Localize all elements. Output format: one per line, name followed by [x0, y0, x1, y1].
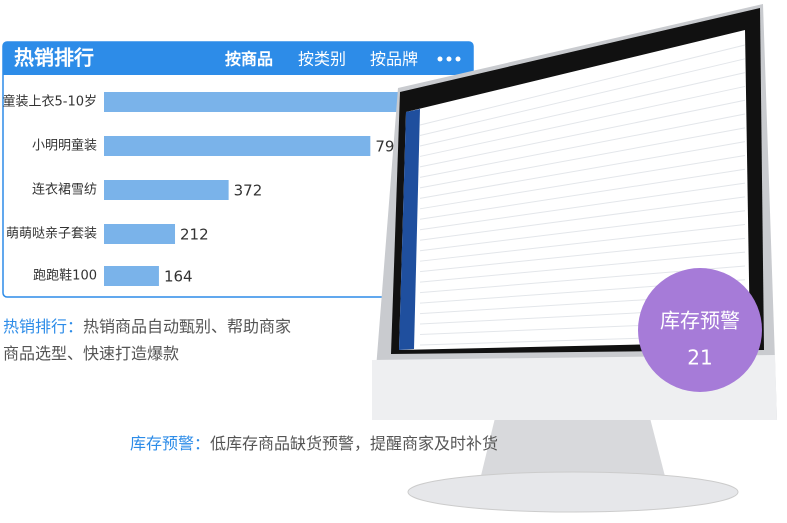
screen-row: [419, 196, 746, 241]
bar: [104, 92, 425, 112]
screen-row: [419, 154, 746, 210]
bar: [104, 224, 176, 244]
screen-row: [419, 127, 746, 189]
value-label: 164: [164, 268, 193, 286]
screen-row: [419, 85, 746, 157]
screen-row: [419, 251, 746, 283]
badge-label: 库存预警: [660, 309, 740, 333]
screen-row: [419, 44, 746, 126]
screen-row: [419, 237, 746, 273]
caption-text: 低库存商品缺货预警，提醒商家及时补货: [210, 434, 499, 453]
screen-row: [419, 182, 746, 231]
caption-text: 热销商品自动甄别、帮助商家商品选型、快速打造爆款: [3, 317, 292, 363]
screen-row: [419, 168, 746, 220]
value-label: 372: [234, 182, 263, 200]
screen-row: [419, 141, 746, 199]
monitor: [372, 4, 777, 513]
screen-row: [419, 113, 746, 178]
caption-label: 库存预警：: [130, 434, 211, 453]
tab[interactable]: 按商品: [225, 50, 273, 69]
screen-row: [419, 224, 746, 262]
stand: [478, 418, 668, 488]
screen-row: [419, 72, 746, 147]
badge: [638, 268, 762, 392]
more-icon[interactable]: [437, 56, 461, 62]
stand-base: [407, 471, 739, 513]
bar: [104, 180, 229, 200]
screen-rows: [419, 44, 746, 346]
badge-count: 21: [687, 346, 712, 370]
sidebar: [399, 109, 420, 350]
category-label: 跑跑鞋100: [33, 268, 97, 284]
value-label: 212: [180, 226, 209, 244]
screen-row: [419, 210, 746, 252]
screen-row: [419, 99, 746, 168]
category-label: 童装上衣5-10岁: [2, 94, 97, 110]
category-label: 连衣裙雪纺: [32, 182, 97, 198]
tab[interactable]: 按品牌: [370, 50, 418, 69]
card: 热销排行 按商品 按类别 按品牌 童装上衣5-10岁956小明明童装795连衣裙…: [2, 41, 474, 298]
hot-caption: 热销排行：热销商品自动甄别、帮助商家商品选型、快速打造爆款: [3, 313, 298, 367]
bar: [104, 136, 371, 156]
bar: [104, 266, 159, 286]
stock-caption: 库存预警：低库存商品缺货预警，提醒商家及时补货: [130, 430, 498, 457]
card-header: [3, 42, 473, 75]
category-label: 萌萌哒亲子套装: [6, 226, 97, 242]
caption-label: 热销排行：: [3, 317, 84, 336]
chart-title: 热销排行: [14, 46, 94, 70]
tab[interactable]: 按类别: [298, 50, 346, 69]
screen-row: [419, 58, 746, 136]
category-label: 小明明童装: [32, 138, 97, 154]
screen: [399, 30, 750, 350]
